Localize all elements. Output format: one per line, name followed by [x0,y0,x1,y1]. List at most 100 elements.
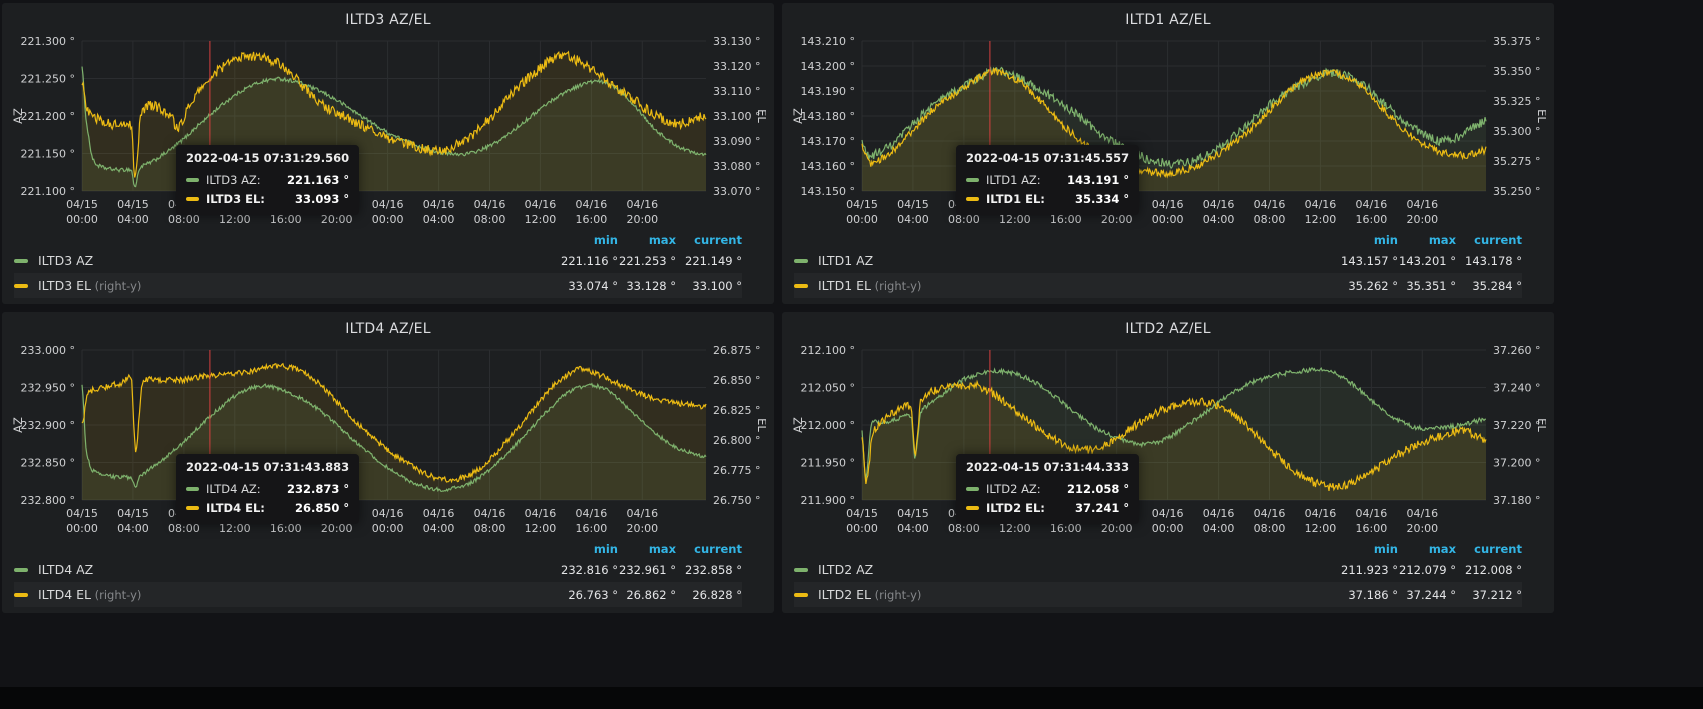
y-left-tick-label: 212.000 ° [801,419,855,432]
legend-header-current: current [694,232,742,247]
legend-header-current: current [1474,232,1522,247]
y-right-tick-label: 26.800 ° [713,434,761,447]
panel-title-iltd1[interactable]: ILTD1 AZ/EL [1125,12,1211,28]
legend-stat-max: 232.961 ° [619,562,676,577]
tooltip-timestamp: 2022-04-15 07:31:43.883 [186,460,350,474]
legend-series-label[interactable]: ILTD4 AZ [38,562,94,577]
y-left-tick-label: 212.100 ° [801,344,855,357]
series-line-iltd4-el [81,362,707,484]
series-line-iltd2-el [861,379,1487,492]
series-color-icon [186,505,199,510]
legend-series-name: ILTD3 EL (right-y) [38,278,560,293]
y-left-tick-label: 233.000 ° [21,344,75,357]
chart-tooltip: 2022-04-15 07:31:45.557 ILTD1 AZ: 143.191 … [956,145,1140,215]
chart-iltd1[interactable]: 143.210 ° 143.200 ° 143.190 ° 143.180 ° 143.… [790,33,1546,231]
legend-series-name: ILTD2 AZ [818,562,1340,577]
x-tick-time-label: 04:00 [1203,522,1235,535]
legend-series-name: ILTD2 EL (right-y) [818,587,1340,602]
legend-stat-min: 143.157 ° [1341,253,1398,268]
legend-row-iltd2-el: ILTD2 EL (right-y) 37.186 ° 37.244 ° 37.212… [794,582,1522,607]
legend-series-label[interactable]: ILTD1 EL [818,278,871,293]
x-tick-date-label: 04/16 [576,507,608,520]
legend-right-y-suffix: (right-y) [870,279,922,293]
tooltip-timestamp: 2022-04-15 07:31:44.333 [966,460,1130,474]
tooltip-series-label: ILTD4 EL: [206,500,265,515]
y-right-tick-label: 26.775 ° [713,464,761,477]
legend-row-iltd3-el: ILTD3 EL (right-y) 33.074 ° 33.128 ° 33.100… [14,273,742,298]
panel-title-iltd2[interactable]: ILTD2 AZ/EL [1125,321,1211,337]
x-tick-time-label: 08:00 [948,213,980,226]
tooltip-series-value: 35.334 ° [1075,191,1130,206]
bottom-bar [0,687,1703,709]
x-tick-time-label: 04:00 [423,522,455,535]
legend-header-row: min max current [14,231,742,248]
legend-series-label[interactable]: ILTD3 AZ [38,253,94,268]
y-right-tick-label: 37.240 ° [1493,382,1541,395]
legend-iltd4: min max current ILTD4 AZ 232.816 ° 232.961 ° 2… [10,540,766,607]
x-tick-time-label: 20:00 [1101,213,1133,226]
legend-series-label[interactable]: ILTD3 EL [38,278,91,293]
x-tick-time-label: 00:00 [66,213,98,226]
legend-header-row: min max current [14,540,742,557]
x-tick-time-label: 00:00 [66,522,98,535]
chart-tooltip: 2022-04-15 07:31:43.883 ILTD4 AZ: 232.873 … [176,454,360,524]
chart-iltd3[interactable]: 221.300 ° 221.250 ° 221.200 ° 221.150 ° 221.… [10,33,766,231]
tooltip-series-row: ILTD4 EL: 26.850 ° [186,498,349,517]
y-right-tick-label: 33.110 ° [713,85,761,98]
x-tick-time-label: 00:00 [372,213,404,226]
x-tick-date-label: 04/16 [1356,198,1388,211]
x-tick-time-label: 16:00 [1356,522,1388,535]
legend-stat-max: 37.244 ° [1406,587,1456,602]
legend-header-current: current [1474,541,1522,556]
x-tick-time-label: 20:00 [626,522,658,535]
x-tick-time-label: 08:00 [948,522,980,535]
legend-header-max: max [648,232,676,247]
legend-stat-max: 26.862 ° [626,587,676,602]
chart-iltd4[interactable]: 233.000 ° 232.950 ° 232.900 ° 232.850 ° 232.… [10,342,766,540]
legend-stat-min: 33.074 ° [568,278,618,293]
legend-iltd1: min max current ILTD1 AZ 143.157 ° 143.201 ° 1… [790,231,1546,298]
x-tick-date-label: 04/16 [1305,507,1337,520]
x-tick-date-label: 04/16 [1254,198,1286,211]
x-tick-date-label: 04/16 [626,198,658,211]
tooltip-series-label: ILTD3 AZ: [206,172,261,187]
y-left-tick-label: 221.100 ° [21,185,75,198]
chart-iltd2[interactable]: 212.100 ° 212.050 ° 212.000 ° 211.950 ° 211.… [790,342,1546,540]
legend-stat-current: 143.178 ° [1465,253,1522,268]
y-axis-title-right: EL [1535,418,1546,432]
legend-iltd3: min max current ILTD3 AZ 221.116 ° 221.253 ° 2… [10,231,766,298]
panel-title-iltd4[interactable]: ILTD4 AZ/EL [345,321,431,337]
legend-series-label[interactable]: ILTD4 EL [38,587,91,602]
y-left-tick-label: 143.180 ° [801,110,855,123]
legend-header-row: min max current [794,540,1522,557]
legend-series-label[interactable]: ILTD1 AZ [818,253,874,268]
tooltip-series-label: ILTD2 EL: [986,500,1045,515]
x-tick-date-label: 04/16 [474,507,506,520]
legend-series-label[interactable]: ILTD2 EL [818,587,871,602]
y-right-tick-label: 33.080 ° [713,160,761,173]
legend-stat-min: 35.262 ° [1348,278,1398,293]
series-color-icon [186,177,199,182]
tooltip-series-value: 212.058 ° [1067,481,1130,496]
x-tick-date-label: 04/15 [897,507,929,520]
y-right-tick-label: 37.180 ° [1493,494,1541,507]
tooltip-series-value: 37.241 ° [1075,500,1130,515]
legend-stat-min: 211.923 ° [1341,562,1398,577]
x-tick-time-label: 12:00 [1305,522,1337,535]
x-tick-time-label: 16:00 [270,213,302,226]
x-tick-time-label: 12:00 [1305,213,1337,226]
legend-series-label[interactable]: ILTD2 AZ [818,562,874,577]
x-tick-time-label: 12:00 [999,522,1031,535]
series-color-icon [794,592,808,597]
legend-right-y-suffix: (right-y) [90,588,142,602]
y-right-tick-label: 35.300 ° [1493,125,1541,138]
x-tick-time-label: 16:00 [576,522,608,535]
x-tick-date-label: 04/16 [372,507,404,520]
panel-title-iltd3[interactable]: ILTD3 AZ/EL [345,12,431,28]
x-tick-date-label: 04/16 [576,198,608,211]
x-tick-date-label: 04/16 [1254,507,1286,520]
legend-series-name: ILTD4 EL (right-y) [38,587,560,602]
y-right-tick-label: 26.875 ° [713,344,761,357]
legend-stat-max: 221.253 ° [619,253,676,268]
x-tick-date-label: 04/15 [846,507,878,520]
